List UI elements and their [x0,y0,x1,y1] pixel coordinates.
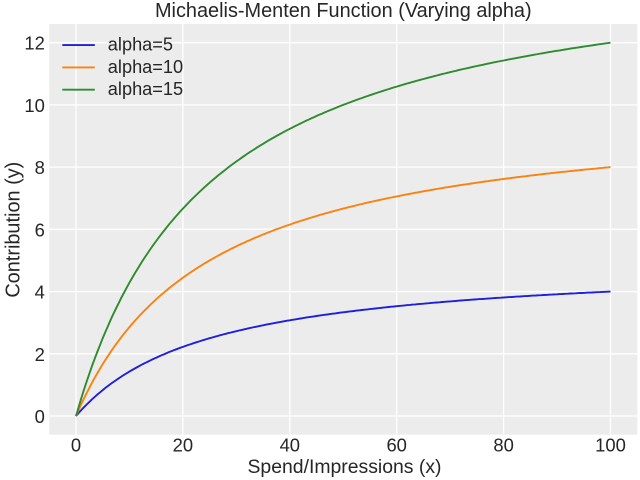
svg-text:Contribution (y): Contribution (y) [3,162,25,298]
svg-text:100: 100 [595,435,626,456]
svg-text:alpha=15: alpha=15 [108,79,183,99]
svg-text:Spend/Impressions (x): Spend/Impressions (x) [248,456,442,478]
svg-text:12: 12 [24,33,44,54]
svg-text:80: 80 [493,435,513,456]
svg-text:6: 6 [35,219,45,240]
svg-text:60: 60 [386,435,406,456]
svg-text:4: 4 [35,282,45,303]
svg-text:0: 0 [71,435,81,456]
svg-text:alpha=5: alpha=5 [108,35,173,55]
svg-text:0: 0 [35,406,45,427]
svg-text:Michaelis-Menten Function (Var: Michaelis-Menten Function (Varying alpha… [155,0,532,22]
svg-text:2: 2 [35,344,45,365]
svg-text:40: 40 [280,435,300,456]
svg-text:10: 10 [24,95,44,116]
svg-text:8: 8 [35,157,45,178]
svg-text:alpha=10: alpha=10 [108,57,183,77]
svg-text:20: 20 [173,435,193,456]
